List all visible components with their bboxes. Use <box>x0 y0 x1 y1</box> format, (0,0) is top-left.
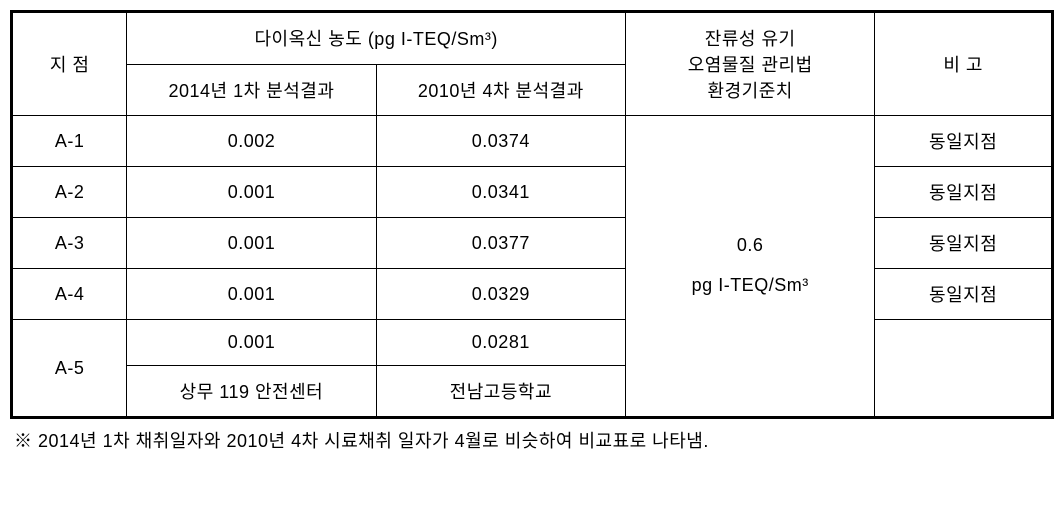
header-point: 지 점 <box>13 13 127 116</box>
header-standard: 잔류성 유기 오염물질 관리법 환경기준치 <box>626 13 875 116</box>
cell-2014: 0.001 <box>127 269 376 320</box>
cell-note: 동일지점 <box>875 218 1052 269</box>
cell-2010: 0.0281 <box>376 320 625 366</box>
cell-loc-2010: 전남고등학교 <box>376 366 625 417</box>
cell-note <box>875 320 1052 417</box>
table-header-row-1: 지 점 다이옥신 농도 (pg I-TEQ/Sm³) 잔류성 유기 오염물질 관… <box>13 13 1052 65</box>
cell-2014: 0.001 <box>127 218 376 269</box>
cell-2010: 0.0374 <box>376 116 625 167</box>
cell-loc-2014: 상무 119 안전센터 <box>127 366 376 417</box>
cell-note: 동일지점 <box>875 167 1052 218</box>
cell-2010: 0.0341 <box>376 167 625 218</box>
table-row: A-4 0.001 0.0329 동일지점 <box>13 269 1052 320</box>
cell-point: A-4 <box>13 269 127 320</box>
cell-note: 동일지점 <box>875 116 1052 167</box>
header-result-2010: 2010년 4차 분석결과 <box>376 64 625 116</box>
table-row: A-2 0.001 0.0341 동일지점 <box>13 167 1052 218</box>
header-result-2014: 2014년 1차 분석결과 <box>127 64 376 116</box>
cell-2014: 0.002 <box>127 116 376 167</box>
cell-2014: 0.001 <box>127 320 376 366</box>
cell-point: A-3 <box>13 218 127 269</box>
table-row-a5: A-5 0.001 0.0281 <box>13 320 1052 366</box>
comparison-table: 지 점 다이옥신 농도 (pg I-TEQ/Sm³) 잔류성 유기 오염물질 관… <box>12 12 1052 417</box>
cell-point: A-5 <box>13 320 127 417</box>
cell-2010: 0.0377 <box>376 218 625 269</box>
header-note: 비 고 <box>875 13 1052 116</box>
footnote-text: ※ 2014년 1차 채취일자와 2010년 4차 시료채취 일자가 4월로 비… <box>10 427 1054 453</box>
cell-point: A-1 <box>13 116 127 167</box>
standard-value: 0.6 <box>632 226 868 266</box>
comparison-table-wrap: 지 점 다이옥신 농도 (pg I-TEQ/Sm³) 잔류성 유기 오염물질 관… <box>10 10 1054 419</box>
standard-unit: pg I-TEQ/Sm³ <box>632 266 868 306</box>
table-row: A-3 0.001 0.0377 동일지점 <box>13 218 1052 269</box>
cell-note: 동일지점 <box>875 269 1052 320</box>
table-row: A-1 0.002 0.0374 0.6 pg I-TEQ/Sm³ 동일지점 <box>13 116 1052 167</box>
cell-2014: 0.001 <box>127 167 376 218</box>
header-concentration-group: 다이옥신 농도 (pg I-TEQ/Sm³) <box>127 13 626 65</box>
cell-2010: 0.0329 <box>376 269 625 320</box>
cell-point: A-2 <box>13 167 127 218</box>
cell-standard: 0.6 pg I-TEQ/Sm³ <box>626 116 875 417</box>
